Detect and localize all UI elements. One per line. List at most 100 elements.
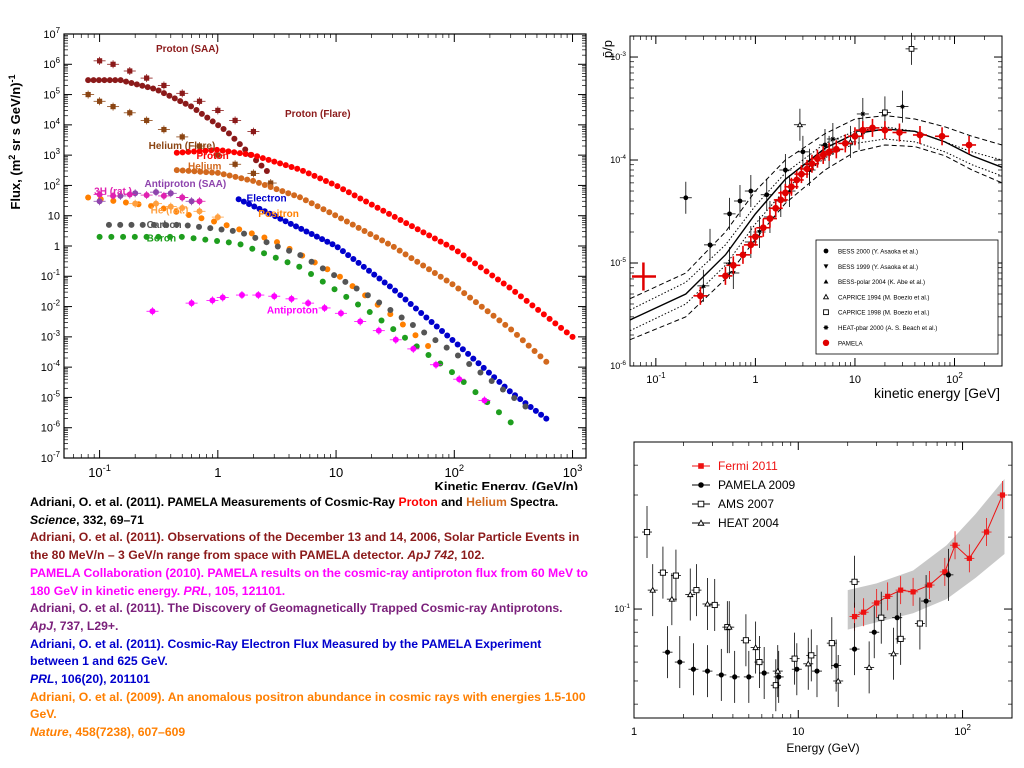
data-point <box>337 310 344 317</box>
reference-text: Adriani, O. et al. (2011). PAMELA Measur… <box>30 495 399 509</box>
legend-label: Fermi 2011 <box>718 459 778 473</box>
data-point <box>499 386 506 393</box>
series-proton-flare- <box>85 77 270 174</box>
data-point <box>259 155 266 162</box>
data-point <box>472 299 479 306</box>
x-tick-label: 102 <box>946 371 963 386</box>
data-point <box>299 167 306 174</box>
data-point <box>149 308 156 315</box>
data-point <box>529 302 536 309</box>
data-point <box>188 103 195 110</box>
series-label: Antiproton <box>267 305 318 316</box>
data-point <box>800 149 806 155</box>
data-point <box>117 77 124 84</box>
y-axis-label: p̄/p <box>600 40 615 58</box>
data-point <box>351 192 358 199</box>
data-point <box>271 158 278 165</box>
data-point <box>664 649 671 655</box>
data-point <box>214 214 221 221</box>
data-point <box>444 332 451 339</box>
reference-text: Adriani, O. et al. (2011). The Discovery… <box>30 601 563 616</box>
reference-entry: Nature, 458(7238), 607–609 <box>30 724 590 742</box>
data-point <box>305 170 312 177</box>
data-point <box>945 572 951 578</box>
data-point <box>494 276 501 283</box>
reference-entry: Adriani, O. et al. (2011). The Discovery… <box>30 600 590 635</box>
data-point <box>700 283 706 288</box>
data-point <box>443 241 450 248</box>
series-label: Electron <box>247 193 287 204</box>
data-point <box>711 601 718 609</box>
data-point <box>85 91 91 98</box>
x-tick-label: 10 <box>849 374 861 386</box>
data-point <box>546 315 553 322</box>
data-point <box>543 358 550 365</box>
data-point <box>215 122 222 129</box>
data-point <box>366 309 373 316</box>
data-point <box>331 272 338 279</box>
data-point <box>517 293 524 300</box>
data-point <box>249 245 256 252</box>
data-point <box>188 198 195 205</box>
data-point <box>804 660 812 667</box>
data-point <box>363 198 370 205</box>
data-point <box>261 234 268 241</box>
legend-label: BESS-polar 2004 (K. Abe et al.) <box>838 279 925 286</box>
data-point <box>412 305 419 312</box>
data-point <box>197 168 204 175</box>
data-point <box>376 299 383 306</box>
data-point <box>428 318 435 325</box>
data-point <box>443 344 450 351</box>
legend-label: HEAT 2004 <box>718 516 779 530</box>
data-point <box>110 104 116 110</box>
star-stroke <box>823 325 829 330</box>
data-point <box>263 239 270 246</box>
legend-label: BESS 1999 (Y. Asaoka et al.) <box>838 264 918 271</box>
data-point <box>420 262 427 269</box>
data-point <box>161 126 167 133</box>
data-point <box>923 598 929 604</box>
data-point <box>339 248 346 255</box>
data-point <box>952 542 958 548</box>
data-point <box>185 148 192 155</box>
data-point <box>465 350 472 357</box>
data-point <box>535 306 542 313</box>
data-point <box>179 204 186 211</box>
data-point <box>531 348 538 355</box>
legend-marker <box>822 339 830 346</box>
data-point <box>456 376 463 383</box>
data-point <box>832 145 840 153</box>
data-point <box>859 126 867 134</box>
data-point <box>225 148 232 155</box>
data-point <box>373 234 380 241</box>
data-point <box>825 148 833 156</box>
data-point <box>751 233 759 241</box>
data-point <box>772 204 780 212</box>
data-point <box>425 342 432 349</box>
reference-text: , 105, 121101. <box>207 583 286 598</box>
data-point <box>746 674 752 680</box>
series-label: Antiproton (SAA) <box>145 179 227 190</box>
data-point <box>477 369 484 376</box>
series-label: Carbon <box>147 220 182 231</box>
reference-text: and <box>437 495 467 509</box>
data-point <box>808 652 815 659</box>
data-point <box>523 297 530 304</box>
series-label: 3H (rat.) <box>94 187 132 198</box>
data-point <box>90 77 97 84</box>
data-point <box>131 233 138 240</box>
reference-text: , 458(7238), 607–609 <box>68 725 186 740</box>
data-point <box>519 337 526 344</box>
data-point <box>196 223 203 230</box>
data-point <box>345 189 352 196</box>
reference-text: , 332, 69–71 <box>76 512 144 527</box>
data-point <box>454 248 461 255</box>
series-boron <box>96 233 514 426</box>
star-stroke <box>900 104 905 109</box>
data-point <box>834 677 842 684</box>
y-tick-label: 10-5 <box>41 389 61 404</box>
data-point <box>522 403 529 410</box>
data-point <box>112 77 119 84</box>
antiproton-ratio-chart: 10-1 1 10 102 10-6 10-5 10-4 10-3 BESS 2000 (Y. … <box>600 32 1003 401</box>
data-point <box>725 623 733 630</box>
